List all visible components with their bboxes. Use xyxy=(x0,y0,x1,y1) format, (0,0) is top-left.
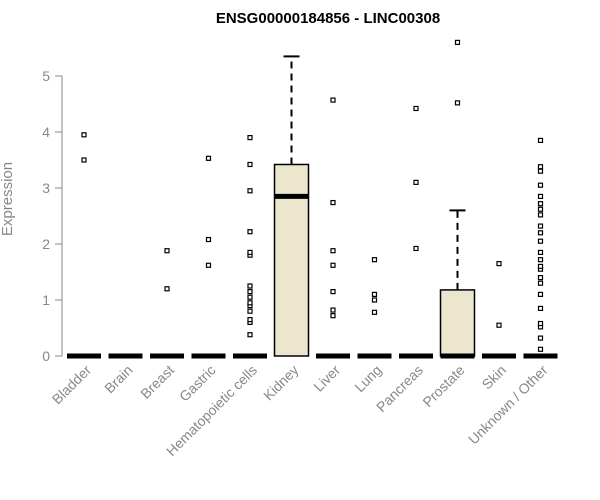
box-11 xyxy=(523,137,558,359)
outlier-point xyxy=(247,249,253,255)
box-iqr xyxy=(273,163,310,357)
y-axis-label: Expression xyxy=(0,162,16,236)
outlier-point xyxy=(537,212,544,218)
box-group xyxy=(67,39,558,359)
box-iqr xyxy=(439,289,476,357)
box-4 xyxy=(233,135,267,359)
y-tick-label: 0 xyxy=(42,348,50,364)
x-tick-label: Skin xyxy=(479,362,510,393)
outlier-point xyxy=(537,320,544,327)
x-tick-label: Brain xyxy=(101,362,135,396)
outlier-point xyxy=(537,249,544,255)
outlier-point xyxy=(247,188,253,194)
outlier-point xyxy=(247,135,253,141)
outlier-point xyxy=(330,97,336,103)
outlier-point xyxy=(537,305,544,311)
outlier-point xyxy=(247,283,253,289)
outlier-point xyxy=(537,193,544,199)
outlier-point xyxy=(537,168,544,174)
outlier-point xyxy=(537,182,544,188)
outlier-point xyxy=(454,100,461,106)
outlier-point xyxy=(537,346,544,352)
outlier-point xyxy=(247,332,253,338)
outlier-point xyxy=(330,313,336,319)
outlier-point xyxy=(247,317,253,323)
outlier-point xyxy=(537,280,544,286)
outlier-point xyxy=(537,230,544,236)
outlier-point xyxy=(537,223,544,229)
outlier-point xyxy=(164,248,170,254)
outlier-point xyxy=(537,257,544,263)
x-tick-label: Kidney xyxy=(260,362,302,404)
outlier-point xyxy=(537,263,544,269)
x-tick-label: Breast xyxy=(137,362,177,402)
y-tick-label: 5 xyxy=(42,68,50,84)
outlier-point xyxy=(81,157,87,163)
outlier-point xyxy=(413,245,419,252)
outlier-point xyxy=(247,294,253,300)
outlier-point xyxy=(537,137,544,143)
box-6 xyxy=(316,97,350,359)
outlier-point xyxy=(247,289,253,295)
x-tick-label: Bladder xyxy=(49,362,95,408)
outlier-point xyxy=(205,236,212,243)
outlier-point xyxy=(205,155,212,161)
outlier-point xyxy=(454,39,461,46)
box-5 xyxy=(273,55,310,357)
outlier-point xyxy=(371,309,378,315)
outlier-point xyxy=(496,261,502,267)
y-tick-label: 2 xyxy=(42,236,50,252)
outlier-point xyxy=(413,179,419,185)
box-7 xyxy=(357,257,392,359)
outlier-point xyxy=(537,238,544,244)
outlier-point xyxy=(371,297,378,303)
outlier-point xyxy=(537,164,544,170)
outlier-point xyxy=(247,229,253,235)
outlier-point xyxy=(247,308,253,314)
outlier-point xyxy=(413,105,419,112)
outlier-point xyxy=(247,161,253,168)
outlier-point xyxy=(537,201,544,207)
y-tick-label: 4 xyxy=(42,124,50,140)
outlier-point xyxy=(537,206,544,212)
outlier-point xyxy=(537,275,544,281)
outlier-point xyxy=(330,307,336,313)
outlier-point xyxy=(330,289,336,295)
box-8 xyxy=(399,105,433,359)
outlier-point xyxy=(164,286,170,292)
outlier-point xyxy=(330,248,336,254)
x-tick-label: Unknown / Other xyxy=(465,362,551,448)
outlier-point xyxy=(537,335,544,341)
outlier-point xyxy=(247,300,253,306)
box-3 xyxy=(191,155,226,359)
y-tick-label: 1 xyxy=(42,292,50,308)
outlier-point xyxy=(537,291,544,297)
x-tick-label: Prostate xyxy=(419,362,467,410)
outlier-point xyxy=(371,291,378,297)
box-0 xyxy=(67,132,101,359)
outlier-point xyxy=(496,322,502,328)
outlier-point xyxy=(371,257,378,263)
outlier-point xyxy=(205,262,212,268)
box-9 xyxy=(439,39,476,359)
outlier-point xyxy=(81,132,87,138)
outlier-point xyxy=(330,262,336,268)
box-10 xyxy=(482,261,516,359)
outlier-point xyxy=(330,199,336,206)
y-axis: 0 1 2 3 4 5 xyxy=(42,68,63,364)
box-2 xyxy=(150,248,184,359)
y-tick-label: 3 xyxy=(42,180,50,196)
chart-title: ENSG00000184856 - LINC00308 xyxy=(216,10,440,27)
x-tick-label: Lung xyxy=(351,362,384,395)
x-tick-label: Liver xyxy=(310,362,343,395)
